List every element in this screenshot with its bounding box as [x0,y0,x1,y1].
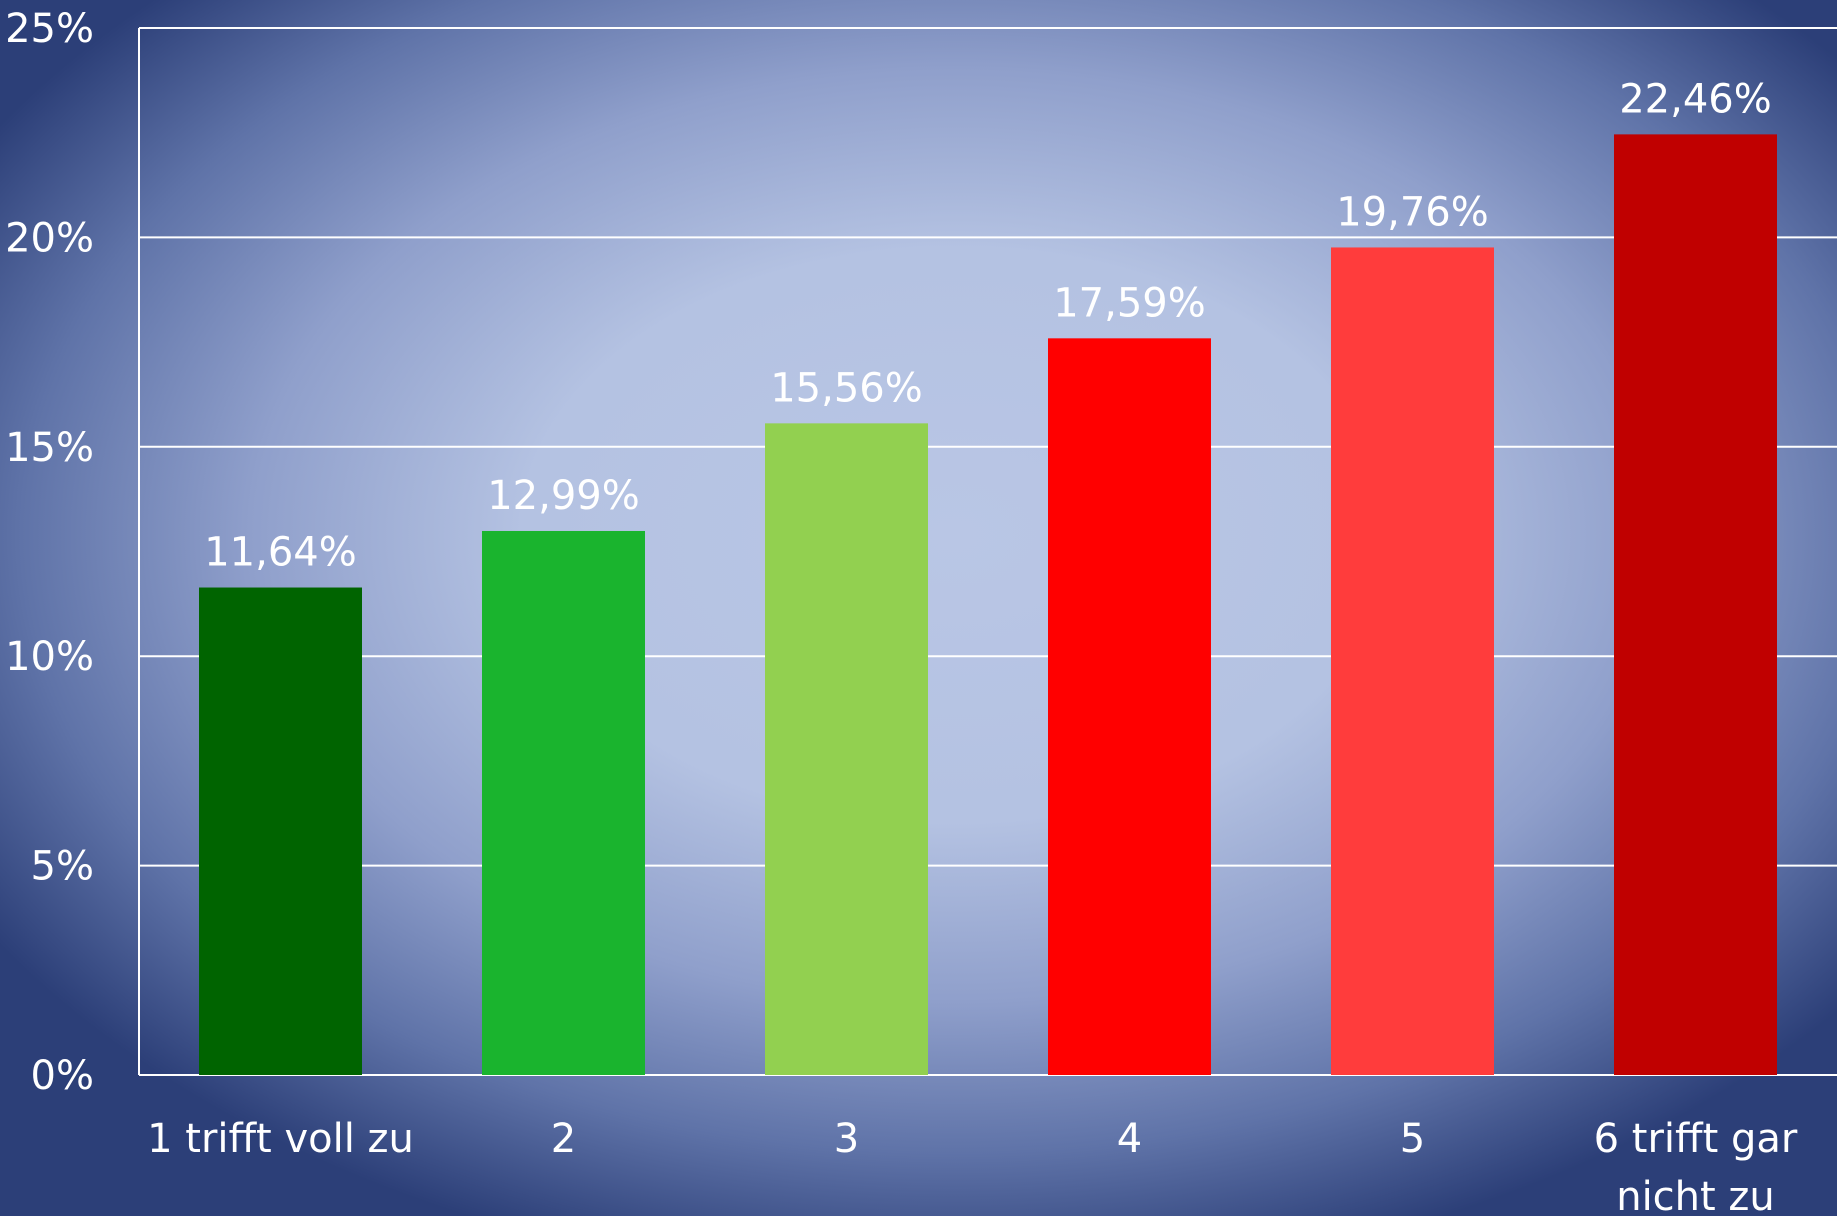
x-category-label: 1 trifft voll zu [147,1116,414,1162]
data-label: 12,99% [487,473,640,519]
x-axis-categories: 1 trifft voll zu 2 3 4 5 6 trifft gar nicht zu [147,1116,1798,1216]
bar [1331,247,1494,1076]
x-category-label: 5 [1400,1116,1425,1162]
x-category-label: 3 [834,1116,859,1162]
bar [1048,338,1211,1075]
x-category-label: 2 [551,1116,576,1162]
gridlines [139,27,1837,867]
bar [765,423,928,1076]
data-label: 19,76% [1336,189,1489,235]
data-label: 22,46% [1619,76,1772,122]
bar [199,587,362,1075]
y-tick-label: 20% [5,215,94,261]
data-label: 15,56% [770,365,923,411]
y-tick-label: 10% [5,634,94,680]
y-tick-label: 5% [31,844,94,890]
x-category-label: 4 [1117,1116,1142,1162]
data-label: 11,64% [204,530,357,576]
y-axis-ticks: 0% 5% 10% 15% 20% 25% [5,6,94,1099]
y-tick-label: 25% [5,6,94,52]
data-labels: 11,64% 12,99% 15,56% 17,59% 19,76% 22,46% [204,76,1772,575]
x-category-label: 6 trifft gar nicht zu [1594,1116,1798,1216]
axes [138,28,1837,1076]
y-tick-label: 15% [5,425,94,471]
bar [482,530,645,1075]
bar [1614,134,1777,1076]
y-tick-label: 0% [31,1053,94,1099]
data-label: 17,59% [1053,280,1206,326]
bars [199,134,1777,1076]
